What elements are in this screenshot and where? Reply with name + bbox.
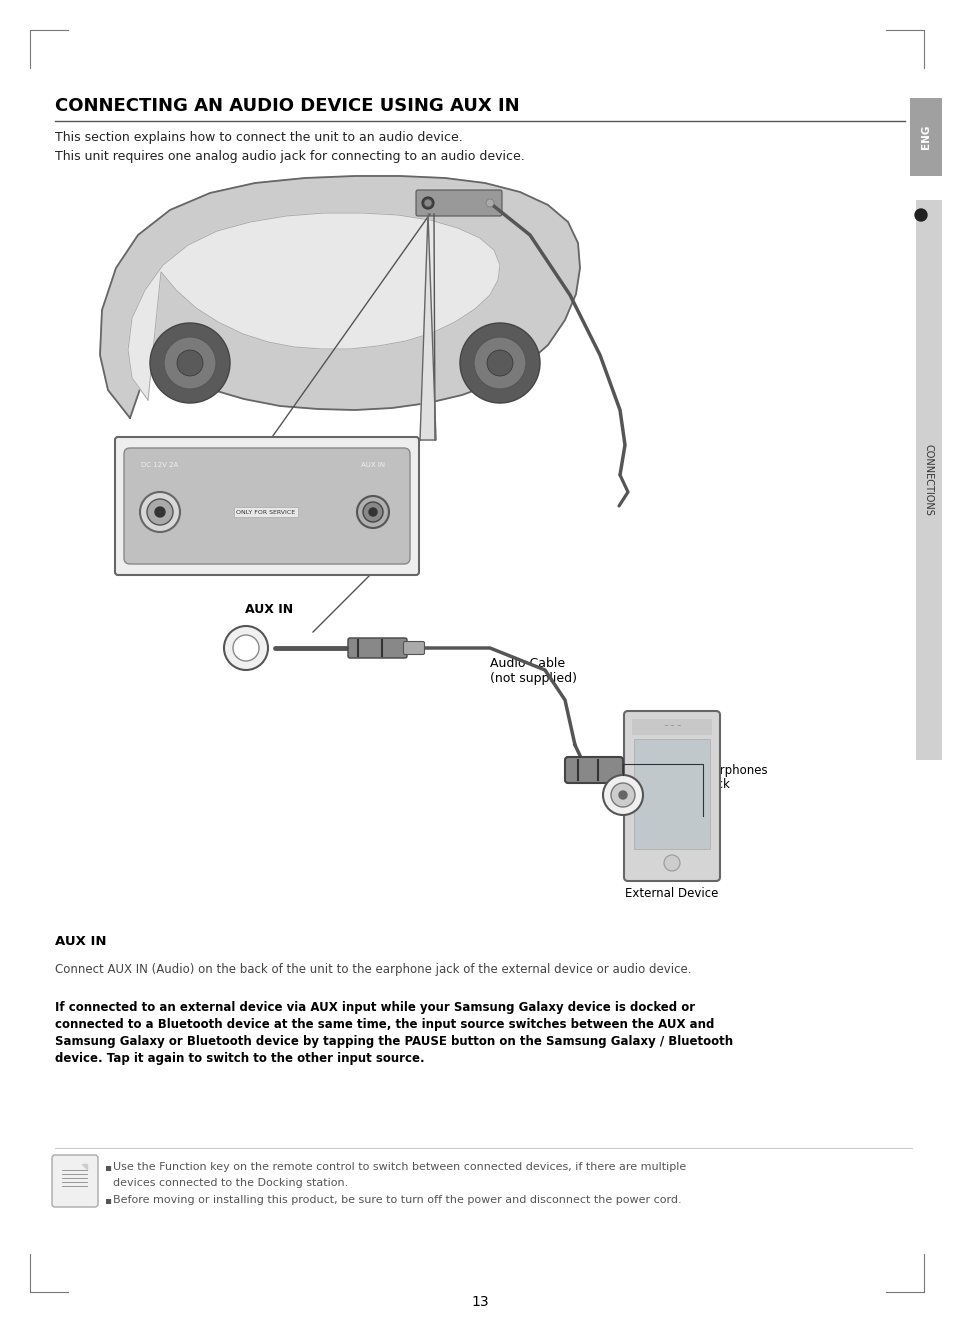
FancyBboxPatch shape	[915, 200, 941, 760]
Text: Samsung Galaxy or Bluetooth device by tapping the PAUSE button on the Samsung Ga: Samsung Galaxy or Bluetooth device by ta…	[55, 1035, 732, 1048]
Text: ONLY FOR SERVICE: ONLY FOR SERVICE	[236, 509, 295, 514]
Circle shape	[140, 492, 180, 531]
Circle shape	[356, 496, 389, 527]
Text: connected to a Bluetooth device at the same time, the input source switches betw: connected to a Bluetooth device at the s…	[55, 1018, 714, 1031]
Circle shape	[474, 337, 525, 389]
Text: Earphones: Earphones	[705, 764, 768, 777]
Circle shape	[363, 502, 382, 522]
Circle shape	[224, 627, 268, 670]
FancyBboxPatch shape	[52, 1155, 98, 1207]
Text: Use the Function key on the remote control to switch between connected devices, : Use the Function key on the remote contr…	[112, 1162, 685, 1173]
Circle shape	[421, 197, 434, 209]
FancyBboxPatch shape	[416, 190, 501, 215]
Circle shape	[233, 635, 258, 661]
FancyBboxPatch shape	[403, 641, 424, 654]
Text: This unit requires one analog audio jack for connecting to an audio device.: This unit requires one analog audio jack…	[55, 149, 524, 163]
Text: ▪: ▪	[104, 1195, 111, 1204]
Text: AUX IN: AUX IN	[245, 603, 293, 616]
Text: AUX IN: AUX IN	[55, 935, 107, 948]
Text: devices connected to the Docking station.: devices connected to the Docking station…	[112, 1178, 348, 1188]
Circle shape	[459, 323, 539, 403]
Circle shape	[486, 350, 513, 375]
Circle shape	[914, 209, 926, 221]
Polygon shape	[419, 214, 436, 440]
Circle shape	[369, 508, 376, 516]
Text: AUX IN: AUX IN	[360, 461, 385, 468]
Circle shape	[602, 775, 642, 814]
Text: External Device: External Device	[624, 887, 718, 900]
Circle shape	[424, 200, 431, 206]
Text: (not supplied): (not supplied)	[490, 672, 577, 685]
Circle shape	[147, 498, 172, 525]
FancyBboxPatch shape	[564, 758, 622, 783]
Circle shape	[663, 855, 679, 871]
Circle shape	[177, 350, 203, 375]
FancyBboxPatch shape	[623, 711, 720, 880]
Text: CONNECTIONS: CONNECTIONS	[923, 444, 933, 516]
Circle shape	[618, 791, 626, 798]
Circle shape	[164, 337, 215, 389]
Polygon shape	[82, 1163, 87, 1169]
FancyBboxPatch shape	[115, 438, 418, 575]
Polygon shape	[128, 213, 499, 401]
Text: If connected to an external device via AUX input while your Samsung Galaxy devic: If connected to an external device via A…	[55, 1001, 695, 1014]
Circle shape	[154, 508, 165, 517]
Circle shape	[485, 200, 494, 208]
Text: Connect AUX IN (Audio) on the back of the unit to the earphone jack of the exter: Connect AUX IN (Audio) on the back of th…	[55, 962, 691, 976]
Text: Before moving or installing this product, be sure to turn off the power and disc: Before moving or installing this product…	[112, 1195, 680, 1204]
Text: ─  ─  ─: ─ ─ ─	[663, 724, 679, 730]
Text: 13: 13	[471, 1296, 488, 1309]
Circle shape	[610, 783, 635, 806]
Polygon shape	[100, 176, 579, 418]
Text: Audio Cable: Audio Cable	[490, 657, 564, 670]
Text: device. Tap it again to switch to the other input source.: device. Tap it again to switch to the ot…	[55, 1052, 424, 1066]
FancyBboxPatch shape	[348, 639, 407, 658]
FancyBboxPatch shape	[634, 739, 709, 849]
FancyBboxPatch shape	[631, 719, 711, 735]
FancyBboxPatch shape	[909, 98, 941, 176]
Text: ENG: ENG	[920, 124, 930, 149]
Text: ▪: ▪	[104, 1162, 111, 1173]
Text: DC 12V 2A: DC 12V 2A	[141, 461, 178, 468]
Circle shape	[150, 323, 230, 403]
Text: jack: jack	[705, 779, 729, 791]
Text: CONNECTING AN AUDIO DEVICE USING AUX IN: CONNECTING AN AUDIO DEVICE USING AUX IN	[55, 97, 519, 115]
FancyBboxPatch shape	[124, 448, 410, 564]
Text: This section explains how to connect the unit to an audio device.: This section explains how to connect the…	[55, 131, 462, 144]
